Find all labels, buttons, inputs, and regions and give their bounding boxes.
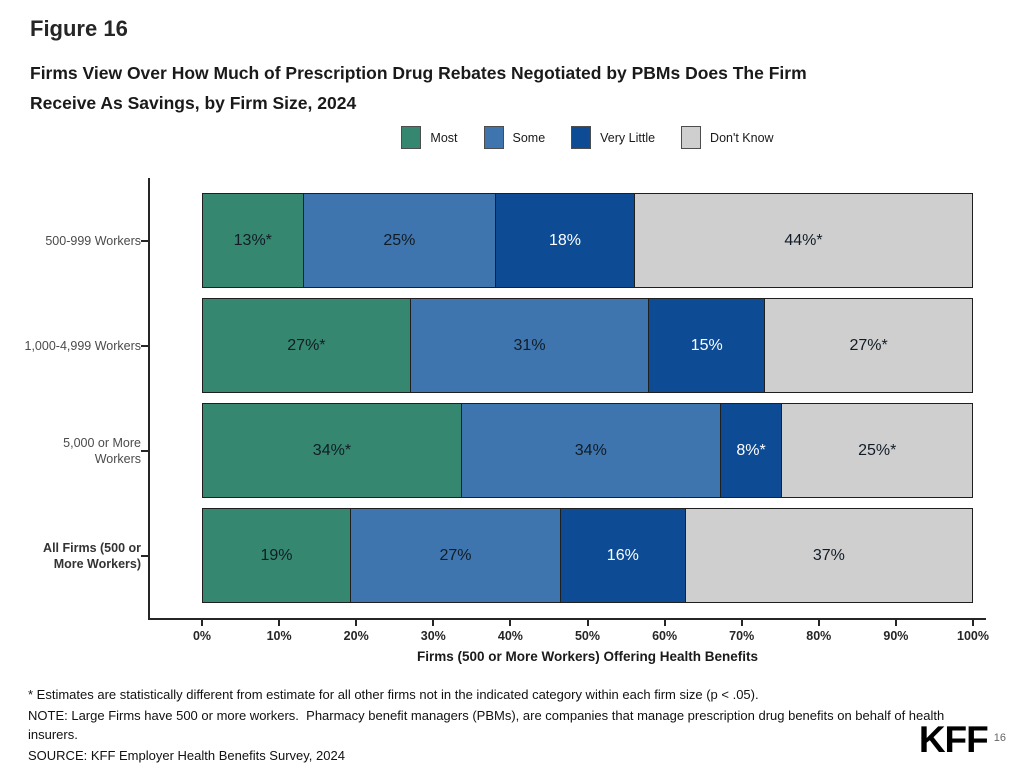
y-axis-tick: [141, 554, 148, 557]
bar-row-500-999-workers: 13%* 25% 18% 44%*: [202, 193, 973, 288]
legend-swatch-some: [483, 126, 504, 149]
x-axis-tick: [432, 620, 435, 626]
x-axis-tick-label: 80%: [806, 629, 832, 643]
bar-row-5-000-or-more-workers: 34%* 34% 8%* 25%*: [202, 403, 973, 498]
bar-segment-don-t-know: 44%*: [634, 193, 973, 288]
legend-label-most: Most: [430, 130, 458, 145]
x-axis-tick-label: 60%: [652, 629, 678, 643]
legend: Most Some Very Little Don't Know: [202, 126, 973, 149]
bar-segment-most: 27%*: [202, 298, 411, 393]
x-axis-tick: [201, 620, 203, 626]
legend-swatch-very-little: [571, 126, 592, 149]
x-axis-tick-label: 90%: [883, 629, 909, 643]
bar-segment-don-t-know: 27%*: [765, 298, 973, 393]
legend-item-very-little: Very Little: [571, 126, 655, 149]
footnote-significance: * Estimates are statistically different …: [28, 687, 759, 702]
y-axis-label-1-000-4-999-workers: 1,000-4,999 Workers: [24, 338, 142, 353]
bar-segment-very-little: 15%: [649, 298, 766, 393]
footnotes: * Estimates are statistically different …: [28, 685, 973, 766]
y-axis-line: [148, 178, 150, 620]
chart-title-line2: Receive As Savings, by Firm Size, 2024: [30, 93, 357, 113]
stacked-bar-chart: 13%* 25% 18% 44%* 27%* 31% 15% 27%* 34%* 34% 8%* 25…: [0, 176, 1024, 676]
bar-segment-some: 25%: [303, 193, 497, 288]
bar-segment-very-little: 8%*: [720, 403, 783, 498]
bar-segment-some: 27%: [351, 508, 561, 603]
kff-logo: KFF: [918, 719, 989, 760]
plot-area: 13%* 25% 18% 44%* 27%* 31% 15% 27%* 34%* 34% 8%* 25…: [202, 176, 973, 618]
x-axis-tick: [663, 620, 666, 626]
x-axis-tick: [509, 620, 512, 626]
x-axis-tick-label: 50%: [574, 629, 601, 643]
x-axis-tick: [740, 620, 743, 626]
bar-segment-don-t-know: 37%: [685, 508, 973, 603]
x-axis-tick: [355, 620, 358, 626]
bar-segment-most: 19%: [202, 508, 352, 603]
bar-segment-very-little: 18%: [496, 193, 635, 288]
bar-segment-some: 34%: [461, 403, 721, 498]
legend-item-dont-know: Don't Know: [681, 126, 774, 149]
branding: KFF 16: [919, 721, 1006, 758]
bar-segment-most: 13%*: [202, 193, 304, 288]
x-axis-tick-label: 10%: [266, 629, 292, 643]
x-axis-tick: [817, 620, 820, 626]
y-axis-tick: [141, 239, 148, 242]
bar-segment-most: 34%*: [202, 403, 462, 498]
footnote-note: NOTE: Large Firms have 500 or more worke…: [28, 707, 948, 743]
legend-label-dont-know: Don't Know: [710, 130, 774, 145]
x-axis-tick: [972, 620, 974, 626]
y-axis-label-all-firms-500-or-more-workers: All Firms (500 or More Workers): [43, 540, 141, 571]
x-axis-tick-label: 0%: [192, 629, 212, 643]
bar-segment-very-little: 16%: [560, 508, 686, 603]
y-axis-label-5-000-or-more-workers: 5,000 or More Workers: [63, 435, 141, 466]
x-axis-tick-label: 40%: [497, 629, 523, 643]
legend-item-some: Some: [483, 126, 546, 149]
bar-segment-some: 31%: [410, 298, 650, 393]
x-axis-line: [148, 618, 986, 620]
y-axis-tick: [141, 449, 148, 452]
bar-segment-don-t-know: 25%*: [782, 403, 973, 498]
footnote-source: SOURCE: KFF Employer Health Benefits Sur…: [28, 747, 345, 763]
x-axis-tick-label: 70%: [729, 629, 755, 643]
legend-item-most: Most: [401, 126, 458, 149]
legend-swatch-most: [401, 126, 422, 149]
chart-title-line1: Firms View Over How Much of Prescription…: [30, 63, 807, 83]
y-axis-label-500-999-workers: 500-999 Workers: [45, 233, 141, 248]
figure-label: Figure 16: [30, 16, 128, 41]
x-axis-tick-label: 30%: [420, 629, 446, 643]
legend-swatch-dont-know: [681, 126, 702, 149]
y-axis-tick: [141, 344, 148, 347]
chart-title: Firms View Over How Much of Prescription…: [30, 58, 807, 118]
bar-row-1-000-4-999-workers: 27%* 31% 15% 27%*: [202, 298, 973, 393]
x-axis-tick: [894, 620, 897, 626]
x-axis-tick-label: 20%: [343, 629, 369, 643]
legend-label-very-little: Very Little: [600, 130, 656, 145]
page-number: 16: [993, 731, 1006, 744]
x-axis-tick: [586, 620, 589, 626]
bar-row-all-firms-500-or-more-workers: 19% 27% 16% 37%: [202, 508, 973, 603]
x-axis-tick-label: 100%: [957, 629, 989, 643]
x-axis-tick: [278, 620, 281, 626]
legend-label-some: Some: [512, 130, 546, 145]
x-axis-title: Firms (500 or More Workers) Offering Hea…: [416, 649, 759, 664]
